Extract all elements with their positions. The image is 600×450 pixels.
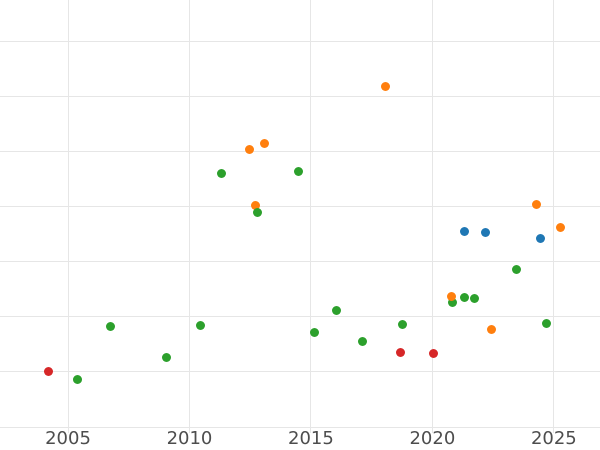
x-tick-label: 2005 <box>45 428 91 449</box>
gridline-vertical <box>431 0 433 433</box>
data-point <box>252 208 262 218</box>
gridline-vertical <box>310 0 312 433</box>
data-point <box>447 291 457 301</box>
data-point <box>310 328 320 338</box>
plot-area <box>0 0 600 433</box>
data-point <box>542 318 552 328</box>
gridline-horizontal <box>0 41 600 43</box>
gridline-vertical <box>553 0 555 433</box>
x-tick-label: 2015 <box>288 428 334 449</box>
gridline-horizontal <box>0 426 600 428</box>
data-point <box>162 352 172 362</box>
x-tick-label: 2020 <box>409 428 456 449</box>
gridline-horizontal <box>0 206 600 208</box>
data-point <box>250 201 260 211</box>
data-point <box>105 322 115 332</box>
data-point <box>448 298 458 308</box>
data-point <box>532 200 542 210</box>
data-point <box>556 223 566 233</box>
gridline-horizontal <box>0 371 600 373</box>
data-point <box>196 321 206 331</box>
data-point <box>73 374 83 384</box>
gridline-horizontal <box>0 151 600 153</box>
data-point <box>245 144 255 154</box>
data-point <box>481 228 491 238</box>
data-point <box>358 336 368 346</box>
data-point <box>398 320 408 330</box>
x-tick-label: 2010 <box>166 428 213 449</box>
gridline-vertical <box>67 0 69 433</box>
data-point <box>381 82 391 92</box>
gridline-horizontal <box>0 96 600 98</box>
data-point <box>512 265 522 275</box>
data-point <box>429 349 439 359</box>
gridline-vertical <box>188 0 190 433</box>
data-point <box>43 367 53 377</box>
data-point <box>216 169 226 179</box>
data-point <box>259 139 269 149</box>
gridline-horizontal <box>0 261 600 263</box>
x-tick-label: 2025 <box>530 428 577 449</box>
data-point <box>460 293 470 303</box>
data-point <box>332 306 342 316</box>
data-point <box>536 234 546 244</box>
data-point <box>293 167 303 177</box>
data-point <box>460 227 470 237</box>
data-point <box>487 324 497 334</box>
data-point <box>396 348 406 358</box>
gridline-horizontal <box>0 316 600 318</box>
data-point <box>470 294 480 304</box>
